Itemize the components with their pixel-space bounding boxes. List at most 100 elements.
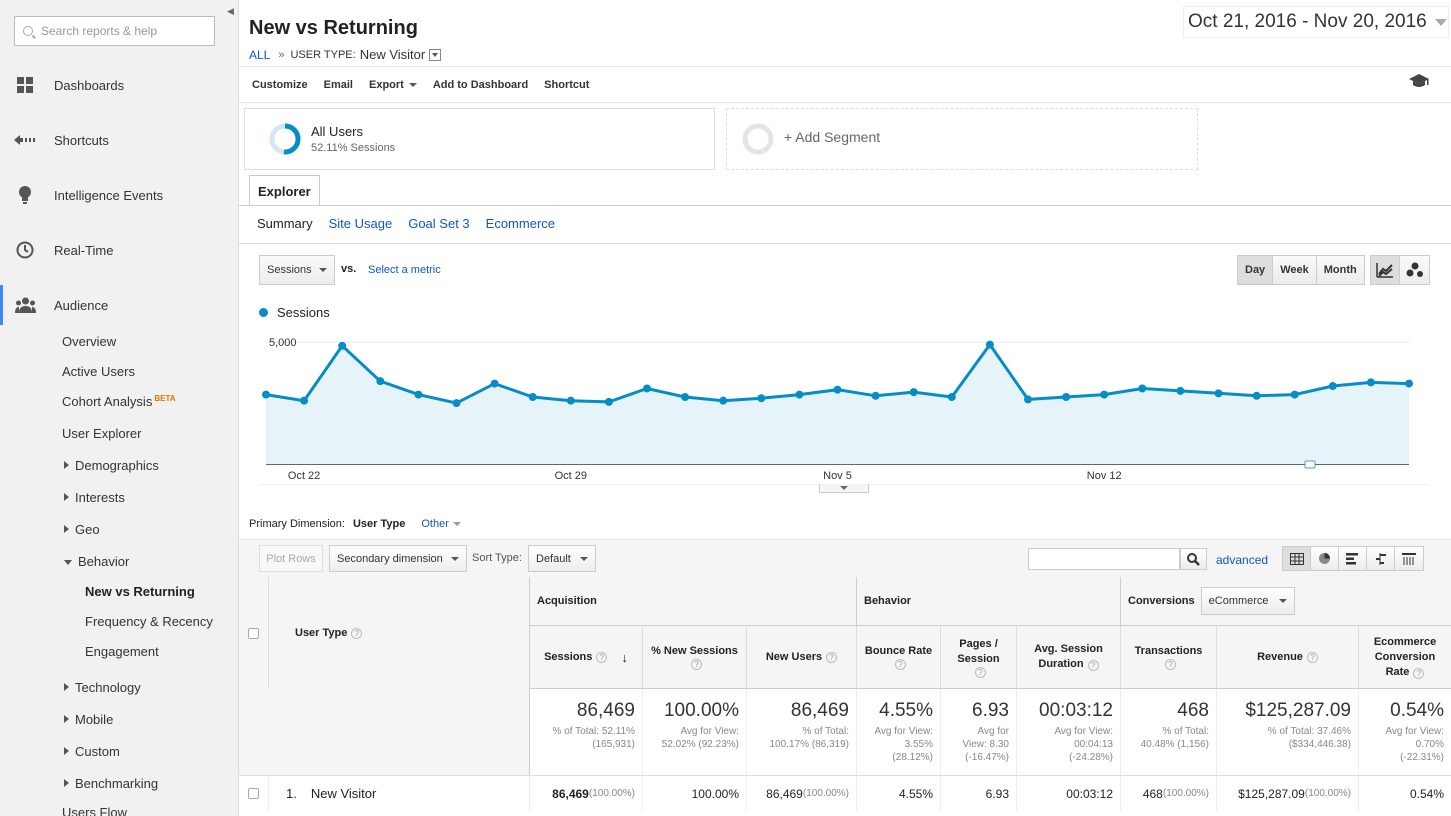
add-segment-button[interactable]: + Add Segment: [726, 108, 1198, 170]
secondary-dimension-select[interactable]: Secondary dimension: [329, 545, 467, 572]
nav-intelligence-events[interactable]: Intelligence Events: [0, 175, 238, 215]
data-point[interactable]: [871, 391, 880, 400]
data-point[interactable]: [757, 394, 766, 403]
chart-resize-handle[interactable]: [819, 484, 869, 493]
data-point[interactable]: [490, 379, 499, 388]
avg-session-duration-header[interactable]: Avg. Session Duration?: [1017, 626, 1121, 689]
sidebar-item-benchmarking[interactable]: Benchmarking: [64, 776, 158, 791]
help-icon[interactable]: ?: [975, 666, 986, 678]
customize-button[interactable]: Customize: [252, 78, 308, 91]
new-users-header[interactable]: New Users?: [747, 626, 857, 689]
metric-select[interactable]: Sessions: [259, 255, 335, 285]
bounce-rate-header[interactable]: Bounce Rate?: [857, 626, 941, 689]
select-metric-link[interactable]: Select a metric: [368, 264, 441, 276]
data-point[interactable]: [452, 399, 461, 408]
data-point[interactable]: [1214, 389, 1223, 398]
plot-rows-button[interactable]: Plot Rows: [259, 545, 323, 572]
data-point[interactable]: [414, 390, 423, 399]
view-table-button[interactable]: [1283, 547, 1311, 570]
data-point[interactable]: [1366, 378, 1375, 387]
sidebar-item-overview[interactable]: Overview: [62, 334, 117, 349]
motion-chart-button[interactable]: [1400, 256, 1429, 284]
view-comparison-button[interactable]: [1367, 547, 1395, 570]
data-point[interactable]: [1290, 390, 1299, 399]
row-checkbox[interactable]: [248, 788, 259, 799]
transactions-header[interactable]: Transactions?: [1121, 626, 1217, 689]
help-icon[interactable]: ?: [1087, 660, 1099, 671]
shortcut-button[interactable]: Shortcut: [544, 78, 590, 91]
help-icon[interactable]: ?: [596, 651, 608, 663]
sessions-header[interactable]: Sessions? ↓: [530, 626, 643, 689]
sidebar-item-user-explorer[interactable]: User Explorer: [62, 426, 142, 441]
help-icon[interactable]: ?: [691, 659, 702, 670]
segment-all-users[interactable]: All Users 52.11% Sessions: [244, 108, 715, 170]
data-point[interactable]: [719, 396, 728, 405]
table-row-new-visitor[interactable]: 1. New Visitor: [269, 775, 530, 811]
data-point[interactable]: [1100, 390, 1109, 399]
breadcrumb-all-link[interactable]: ALL: [249, 47, 271, 62]
nav-real-time[interactable]: Real-Time: [0, 230, 238, 270]
conversions-select[interactable]: eCommerce: [1200, 587, 1295, 615]
period-day-button[interactable]: Day: [1238, 256, 1274, 284]
sidebar-item-demographics[interactable]: Demographics: [64, 458, 159, 473]
data-point[interactable]: [1405, 379, 1413, 388]
help-icon[interactable]: ?: [895, 659, 906, 670]
date-range-picker[interactable]: Oct 21, 2016 - Nov 20, 2016: [1183, 6, 1449, 38]
view-performance-button[interactable]: [1339, 547, 1367, 570]
nav-dashboards[interactable]: Dashboards: [0, 65, 238, 105]
other-dimension-dropdown[interactable]: Other: [421, 518, 461, 530]
table-search-button[interactable]: [1180, 548, 1207, 570]
nav-shortcuts[interactable]: Shortcuts: [0, 120, 238, 160]
sidebar-item-interests[interactable]: Interests: [64, 490, 125, 505]
data-point[interactable]: [1176, 386, 1185, 395]
data-point[interactable]: [1328, 382, 1337, 391]
data-point[interactable]: [262, 390, 270, 399]
data-point[interactable]: [795, 390, 804, 399]
user-type-header[interactable]: User Type?: [269, 577, 530, 689]
data-point[interactable]: [947, 393, 956, 401]
help-icon[interactable]: ?: [1306, 651, 1318, 663]
advanced-filter-link[interactable]: advanced: [1216, 553, 1269, 567]
data-point[interactable]: [1062, 393, 1071, 401]
line-chart-button[interactable]: [1371, 256, 1400, 284]
subtab-summary[interactable]: Summary: [257, 216, 313, 231]
help-icon[interactable]: ?: [1165, 659, 1176, 670]
view-pivot-button[interactable]: [1395, 547, 1423, 570]
sidebar-item-users-flow[interactable]: Users Flow: [62, 805, 128, 816]
subtab-site-usage[interactable]: Site Usage: [328, 216, 393, 231]
sidebar-item-new-vs-returning[interactable]: New vs Returning: [85, 584, 195, 599]
sidebar-item-technology[interactable]: Technology: [64, 680, 141, 695]
nav-audience[interactable]: Audience: [0, 285, 238, 325]
sidebar-item-frequency-recency[interactable]: Frequency & Recency: [85, 614, 213, 629]
subtab-ecommerce[interactable]: Ecommerce: [485, 216, 556, 231]
data-point[interactable]: [376, 377, 385, 386]
table-filter-input[interactable]: [1028, 548, 1180, 570]
data-point[interactable]: [643, 384, 651, 393]
sidebar-item-behavior[interactable]: Behavior: [64, 554, 129, 569]
data-point[interactable]: [528, 393, 537, 401]
ecommerce-conversion-rate-header[interactable]: Ecommerce Conversion Rate?: [1359, 626, 1451, 689]
data-point[interactable]: [681, 393, 690, 401]
help-icon[interactable]: ?: [1413, 667, 1425, 679]
data-point[interactable]: [985, 340, 994, 349]
sidebar-item-active-users[interactable]: Active Users: [62, 364, 135, 379]
primary-dimension-user-type[interactable]: User Type: [352, 518, 406, 530]
revenue-header[interactable]: Revenue?: [1217, 626, 1359, 689]
export-button[interactable]: Export: [369, 79, 417, 91]
data-point[interactable]: [909, 388, 918, 397]
new-sessions-header[interactable]: % New Sessions?: [643, 626, 747, 689]
help-icon[interactable]: ?: [351, 627, 363, 639]
sidebar-item-mobile[interactable]: Mobile: [64, 712, 113, 727]
sidebar-item-engagement[interactable]: Engagement: [85, 644, 159, 659]
period-week-button[interactable]: Week: [1273, 256, 1317, 284]
add-to-dashboard-button[interactable]: Add to Dashboard: [432, 78, 529, 91]
breadcrumb-dropdown-button[interactable]: [429, 48, 442, 61]
data-point[interactable]: [338, 341, 347, 350]
sidebar-item-cohort-analysis[interactable]: Cohort Analysis BETA: [62, 394, 176, 409]
graduation-cap-icon[interactable]: [1408, 72, 1430, 95]
annotation-marker-icon[interactable]: [1304, 460, 1316, 469]
period-month-button[interactable]: Month: [1316, 256, 1364, 284]
data-point[interactable]: [604, 397, 613, 406]
subtab-goal-set-3[interactable]: Goal Set 3: [408, 216, 470, 231]
